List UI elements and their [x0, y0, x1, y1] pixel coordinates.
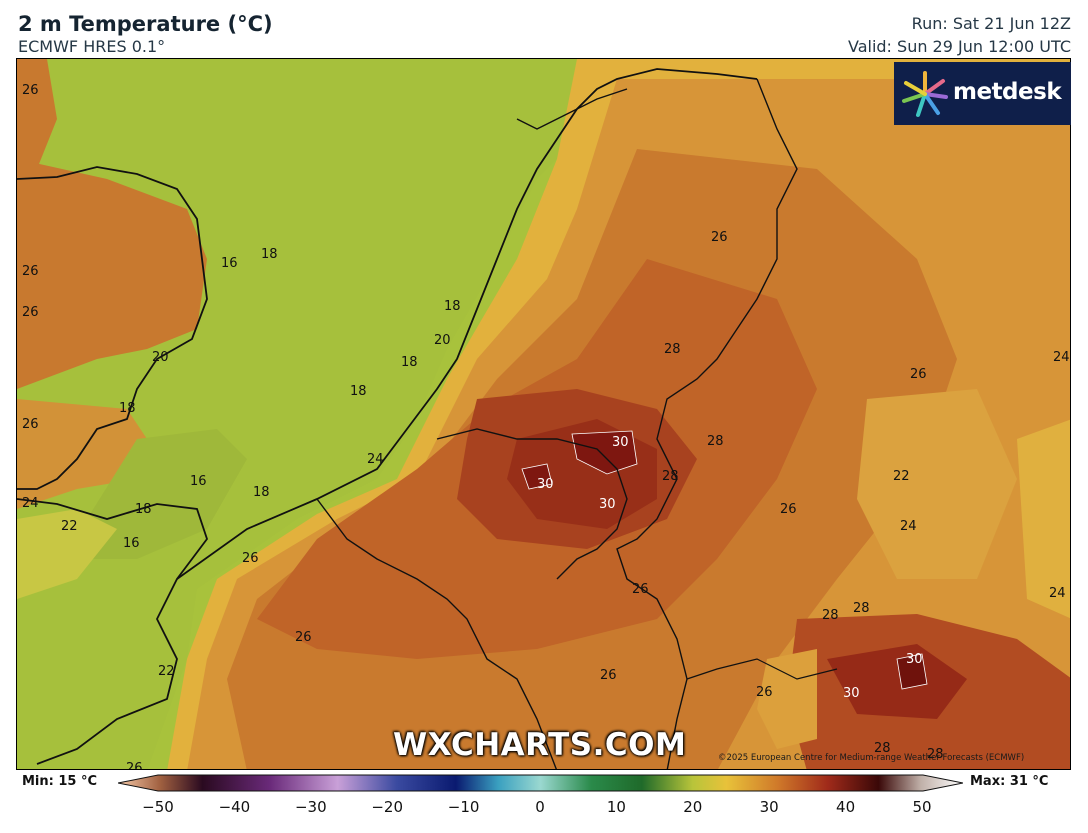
metdesk-logo: [894, 62, 1071, 125]
max-value: Max: 31 °C: [970, 774, 1049, 789]
border-germany: [616, 78, 798, 769]
colorbar-tick-label: −40: [218, 798, 251, 816]
contour-label: 24: [22, 496, 39, 511]
peak-30-c: [896, 653, 928, 690]
colorbar-tick-label: −30: [294, 798, 327, 816]
contour-labels: 26 26 26 26 24 22 16 18 16 18 18 20 16 18 18 20 18 18 24 26…: [22, 83, 1070, 770]
contour-label: 26: [22, 83, 39, 98]
colorbar-tick-label: 50: [912, 798, 932, 816]
contour-label: 26: [756, 685, 773, 700]
contour-label: 18: [401, 355, 418, 370]
contour-label: 20: [152, 350, 169, 365]
colorbar-tick-label: −10: [447, 798, 480, 816]
contour-label: 30: [612, 435, 629, 450]
contour-label: 28: [707, 434, 724, 449]
colorbar-tick-label: 0: [535, 798, 545, 816]
peak-30-a: [571, 430, 638, 475]
colorbar-tick-label: −50: [142, 798, 174, 816]
channel-west: [17, 509, 117, 599]
cool-pocket-east: [857, 389, 1017, 579]
channel-cool: [77, 429, 247, 559]
contour-label: 26: [126, 761, 143, 770]
colorbar: [118, 774, 963, 792]
contour-label: 26: [295, 630, 312, 645]
england-warm: [17, 159, 207, 389]
contour-label: 26: [22, 417, 39, 432]
contour-label: 26: [632, 582, 649, 597]
run-time: Run: Sat 21 Jun 12Z: [911, 14, 1071, 33]
contour-label: 28: [662, 469, 679, 484]
contour-label: 26: [22, 305, 39, 320]
colorbar-tick-label: 40: [836, 798, 856, 816]
contour-label: 28: [822, 608, 839, 623]
coastline-islands: [516, 88, 628, 130]
coastline-england: [17, 166, 208, 490]
colorbar-tick-label: 10: [606, 798, 626, 816]
colorbar-tick-label: 20: [683, 798, 703, 816]
contour-label: 26: [22, 264, 39, 279]
contour-label: 30: [843, 686, 860, 701]
contour-label: 26: [242, 551, 259, 566]
metdesk-star-icon: [902, 71, 948, 117]
contour-label: 18: [350, 384, 367, 399]
border-belgium-netherlands: [436, 428, 628, 580]
contour-label: 16: [221, 256, 238, 271]
contour-label: 28: [853, 601, 870, 616]
contour-label: 26: [780, 502, 797, 517]
contour-label: 24: [900, 519, 917, 534]
border-switzerland: [686, 658, 838, 680]
contour-label: 24: [1053, 350, 1070, 365]
contour-label: 18: [119, 401, 136, 416]
ecmwf-copyright: ©2025 European Centre for Medium-range W…: [718, 753, 1025, 763]
contour-label: 22: [61, 519, 78, 534]
contour-label: 20: [434, 333, 451, 348]
se-hot-inner: [827, 644, 967, 719]
min-value: Min: 15 °C: [22, 774, 98, 789]
wxcharts-watermark: WXCHARTS.COM: [393, 727, 687, 763]
contour-label: 26: [600, 668, 617, 683]
coastline-continent: [176, 68, 758, 580]
contour-label: 26: [910, 367, 927, 382]
cool-pocket-far-east: [1017, 419, 1070, 619]
temperature-map[interactable]: 26 26 26 26 24 22 16 18 16 18 18 20 16 18 18 20 18 18 24 26…: [16, 58, 1071, 770]
contour-label: 28: [927, 747, 944, 762]
contour-label: 16: [123, 536, 140, 551]
contour-label: 24: [1049, 586, 1066, 601]
contour-label: 16: [190, 474, 207, 489]
colorbar-tick-label: −20: [371, 798, 404, 816]
model-subtitle: ECMWF HRES 0.1°: [18, 37, 166, 56]
contour-label: 30: [537, 477, 554, 492]
cool-pocket-south: [757, 649, 817, 749]
contour-label: 30: [599, 497, 616, 512]
chart-title: 2 m Temperature (°C): [18, 12, 273, 36]
peak-30-b: [521, 463, 553, 490]
contour-label: 26: [711, 230, 728, 245]
valid-time: Valid: Sun 29 Jun 12:00 UTC: [848, 37, 1071, 56]
contour-label: 28: [874, 741, 891, 756]
contour-label: 18: [253, 485, 270, 500]
contour-label: 18: [135, 502, 152, 517]
border-france-belgium: [316, 498, 557, 769]
scotland-warm: [17, 59, 57, 179]
contour-label: 30: [906, 652, 923, 667]
colorbar-tick-label: 30: [759, 798, 779, 816]
contour-label: 18: [444, 299, 461, 314]
contour-label: 24: [367, 452, 384, 467]
contour-label: 22: [893, 469, 910, 484]
contour-label: 28: [664, 342, 681, 357]
map-canvas: 26 26 26 26 24 22 16 18 16 18 18 20 16 18 18 20 18 18 24 26…: [17, 59, 1070, 770]
contour-label: 18: [261, 247, 278, 262]
metdesk-wordmark: metdesk: [953, 79, 1062, 105]
contour-label: 22: [158, 664, 175, 679]
